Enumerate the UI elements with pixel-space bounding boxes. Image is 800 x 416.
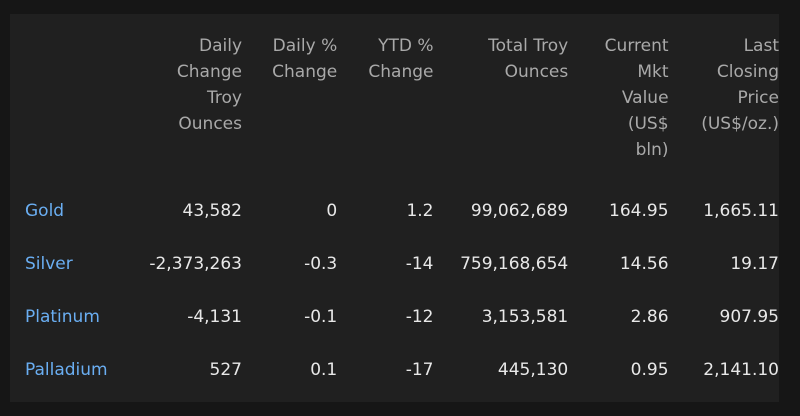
cell-mkt-value: 2.86: [630, 306, 669, 327]
cell-ytd-pct: -12: [405, 306, 434, 327]
header-metal: [10, 14, 142, 178]
table-row-silver: Silver -2,373,263 -0.3 -14 759,168,654 1…: [10, 237, 779, 290]
metals-holdings-table: Daily Change Troy Ounces Daily % Change …: [10, 14, 779, 396]
metal-link-silver[interactable]: Silver: [25, 253, 73, 274]
header-current-mkt-value: Current Mkt Value (US$ bln): [604, 36, 669, 160]
metals-holdings-table-panel: Daily Change Troy Ounces Daily % Change …: [10, 14, 779, 402]
cell-ytd-pct: 1.2: [406, 200, 434, 221]
cell-daily-pct: 0: [326, 200, 338, 221]
cell-daily-change: -4,131: [187, 306, 242, 327]
cell-daily-pct: 0.1: [310, 359, 338, 380]
cell-closing-price: 2,141.10: [703, 359, 779, 380]
metal-link-platinum[interactable]: Platinum: [25, 306, 100, 327]
cell-ytd-pct: -17: [405, 359, 434, 380]
header-ytd-pct-change: YTD % Change: [368, 36, 434, 82]
table-row-gold: Gold 43,582 0 1.2 99,062,689 164.95 1,66…: [10, 178, 779, 237]
metal-link-palladium[interactable]: Palladium: [25, 359, 108, 380]
table-row-platinum: Platinum -4,131 -0.1 -12 3,153,581 2.86 …: [10, 290, 779, 343]
cell-daily-pct: -0.1: [304, 306, 338, 327]
cell-mkt-value: 164.95: [609, 200, 669, 221]
cell-daily-pct: -0.3: [304, 253, 338, 274]
header-daily-change-troy-ounces: Daily Change Troy Ounces: [176, 36, 242, 134]
cell-total-ounces: 99,062,689: [470, 200, 569, 221]
cell-mkt-value: 0.95: [630, 359, 669, 380]
cell-daily-change: 43,582: [182, 200, 242, 221]
cell-daily-change: -2,373,263: [149, 253, 242, 274]
cell-total-ounces: 759,168,654: [460, 253, 569, 274]
header-row: Daily Change Troy Ounces Daily % Change …: [10, 14, 779, 178]
metal-link-gold[interactable]: Gold: [25, 200, 65, 221]
cell-mkt-value: 14.56: [619, 253, 669, 274]
cell-total-ounces: 3,153,581: [481, 306, 569, 327]
cell-closing-price: 907.95: [719, 306, 779, 327]
header-daily-pct-change: Daily % Change: [272, 36, 338, 82]
header-total-troy-ounces: Total Troy Ounces: [488, 36, 569, 82]
cell-total-ounces: 445,130: [497, 359, 569, 380]
table-row-palladium: Palladium 527 0.1 -17 445,130 0.95 2,141…: [10, 343, 779, 396]
header-last-closing-price: Last Closing Price (US$/oz.): [701, 36, 779, 134]
cell-closing-price: 19.17: [730, 253, 779, 274]
cell-closing-price: 1,665.11: [703, 200, 779, 221]
cell-ytd-pct: -14: [405, 253, 434, 274]
cell-daily-change: 527: [209, 359, 242, 380]
